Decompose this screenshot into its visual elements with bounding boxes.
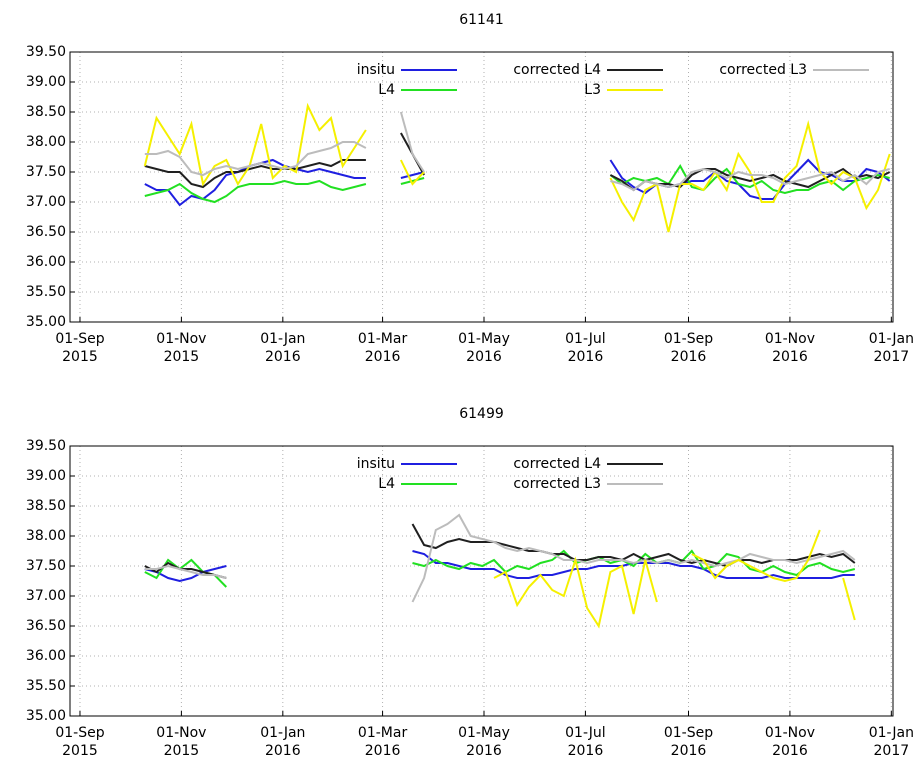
y-tick-label: 35.00 bbox=[26, 314, 66, 330]
x-tick-label: 2015 bbox=[62, 349, 98, 365]
x-tick-label: 01-Jan bbox=[260, 331, 305, 347]
y-tick-label: 35.00 bbox=[26, 708, 66, 724]
y-tick-label: 35.50 bbox=[26, 678, 66, 694]
plot-frame bbox=[69, 445, 894, 717]
series-line bbox=[144, 111, 890, 192]
x-tick-label: 2015 bbox=[164, 349, 200, 365]
legend-label: corrected L4 bbox=[513, 62, 601, 78]
x-tick-label: 2016 bbox=[365, 743, 401, 759]
y-tick-label: 38.00 bbox=[26, 528, 66, 544]
x-tick-label: 01-Jan bbox=[260, 725, 305, 741]
x-tick-label: 2016 bbox=[365, 349, 401, 365]
x-tick-label: 2016 bbox=[265, 349, 301, 365]
legend-label: corrected L3 bbox=[719, 62, 807, 78]
y-tick-label: 38.00 bbox=[26, 134, 66, 150]
series-line bbox=[144, 164, 890, 204]
legend-label: L3 bbox=[584, 82, 601, 98]
legend-label: L4 bbox=[378, 476, 395, 492]
x-tick-label: 2016 bbox=[568, 349, 604, 365]
x-tick-label: 2016 bbox=[466, 743, 502, 759]
x-tick-label: 2016 bbox=[466, 349, 502, 365]
x-tick-label: 01-Mar bbox=[358, 725, 408, 741]
legend-label: L4 bbox=[378, 82, 395, 98]
x-tick-label: 01-May bbox=[458, 725, 510, 741]
y-tick-label: 37.00 bbox=[26, 194, 66, 210]
legend-label: corrected L4 bbox=[513, 456, 601, 472]
plot-frame bbox=[69, 51, 894, 323]
x-tick-label: 01-Sep bbox=[55, 725, 104, 741]
chart-title: 61499 bbox=[459, 406, 504, 422]
x-tick-label: 2016 bbox=[265, 743, 301, 759]
x-tick-label: 2015 bbox=[164, 743, 200, 759]
x-tick-label: 01-Mar bbox=[358, 331, 408, 347]
x-tick-label: 2017 bbox=[874, 349, 910, 365]
chart-title: 61141 bbox=[459, 12, 504, 28]
x-tick-label: 2016 bbox=[772, 349, 808, 365]
legend-label: corrected L3 bbox=[513, 476, 601, 492]
y-tick-label: 36.50 bbox=[26, 618, 66, 634]
y-tick-label: 36.00 bbox=[26, 648, 66, 664]
y-tick-label: 36.00 bbox=[26, 254, 66, 270]
x-tick-label: 01-Nov bbox=[765, 725, 815, 741]
y-tick-label: 39.50 bbox=[26, 438, 66, 454]
y-tick-label: 37.50 bbox=[26, 558, 66, 574]
x-tick-label: 2015 bbox=[62, 743, 98, 759]
x-tick-label: 01-Jul bbox=[565, 725, 606, 741]
x-tick-label: 01-Nov bbox=[156, 725, 206, 741]
y-tick-label: 39.00 bbox=[26, 468, 66, 484]
series-line bbox=[144, 549, 856, 588]
y-tick-label: 39.50 bbox=[26, 44, 66, 60]
series-line bbox=[144, 523, 856, 579]
legend-label: insitu bbox=[357, 62, 395, 78]
x-tick-label: 2016 bbox=[671, 743, 707, 759]
series-line bbox=[493, 529, 856, 629]
x-tick-label: 01-Sep bbox=[664, 331, 713, 347]
x-tick-label: 01-Nov bbox=[156, 331, 206, 347]
y-tick-label: 38.50 bbox=[26, 498, 66, 514]
x-tick-label: 01-Jul bbox=[565, 331, 606, 347]
x-tick-label: 2016 bbox=[568, 743, 604, 759]
x-tick-label: 01-Jan bbox=[869, 725, 914, 741]
x-tick-label: 01-May bbox=[458, 331, 510, 347]
x-tick-label: 01-Jan bbox=[869, 331, 914, 347]
y-tick-label: 37.00 bbox=[26, 588, 66, 604]
x-tick-label: 01-Sep bbox=[55, 331, 104, 347]
y-tick-label: 38.50 bbox=[26, 104, 66, 120]
x-tick-label: 2016 bbox=[671, 349, 707, 365]
x-tick-label: 01-Sep bbox=[664, 725, 713, 741]
x-tick-label: 01-Nov bbox=[765, 331, 815, 347]
x-tick-label: 2017 bbox=[874, 743, 910, 759]
legend-label: insitu bbox=[357, 456, 395, 472]
y-tick-label: 39.00 bbox=[26, 74, 66, 90]
y-tick-label: 37.50 bbox=[26, 164, 66, 180]
series-line bbox=[144, 513, 856, 603]
y-tick-label: 35.50 bbox=[26, 284, 66, 300]
x-tick-label: 2016 bbox=[772, 743, 808, 759]
y-tick-label: 36.50 bbox=[26, 224, 66, 240]
series-line bbox=[143, 102, 891, 233]
